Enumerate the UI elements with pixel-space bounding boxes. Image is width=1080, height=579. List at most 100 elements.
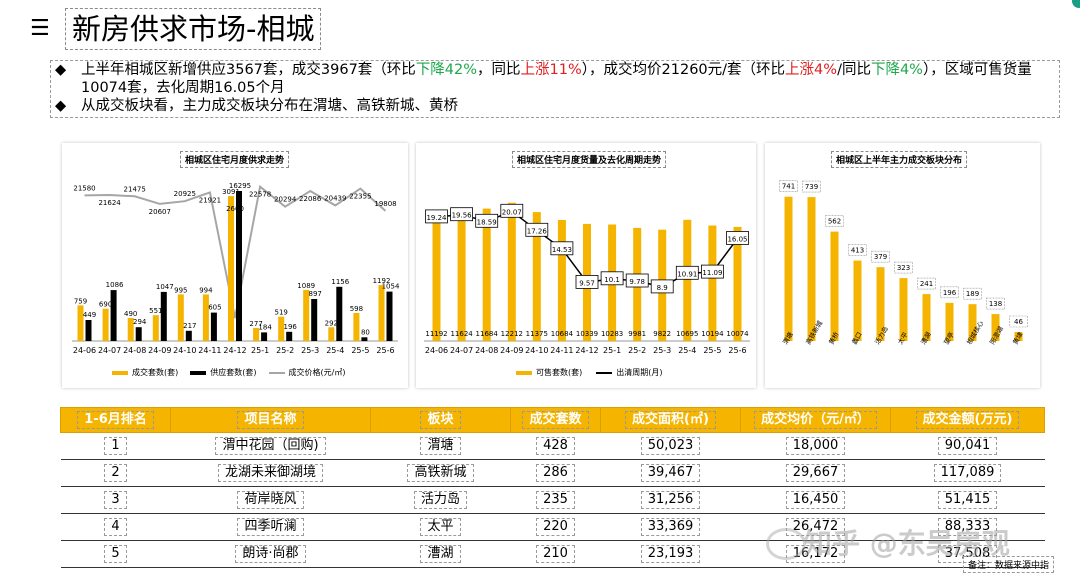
table-cell: 3 xyxy=(60,486,171,514)
x-tick-label: 24-07 xyxy=(98,346,121,355)
supply-bar xyxy=(236,191,242,341)
price-data-label: 21624 xyxy=(98,199,121,207)
summary-box: ◆ 上半年相城区新增供应3567套，成交3967套（环比下降42%，同比上涨11… xyxy=(50,60,1060,118)
price-data-label: 21475 xyxy=(124,185,146,193)
district-data-label: 241 xyxy=(920,280,933,288)
cycle-data-label: 10.91 xyxy=(677,270,697,278)
inventory-data-label: 11624 xyxy=(450,330,473,338)
sales-bar xyxy=(303,290,310,341)
table-cell: 33,369 xyxy=(600,513,741,541)
cycle-data-label: 10.1 xyxy=(604,276,620,284)
district-data-label: 562 xyxy=(828,218,841,226)
source-note: 备注：数据来源中指 xyxy=(962,556,1054,573)
district-bar xyxy=(899,278,908,341)
legend-label: 成交价格(元/㎡) xyxy=(288,368,346,377)
table-cell: 88,333 xyxy=(890,513,1045,541)
table-cell: 210 xyxy=(510,540,601,568)
district-label-box xyxy=(940,286,959,299)
inventory-data-label: 10074 xyxy=(726,330,749,338)
table-cell: 220 xyxy=(510,513,601,541)
cycle-label-box xyxy=(575,274,599,289)
district-label-box xyxy=(848,244,867,256)
table-cell: 4 xyxy=(60,513,171,541)
chart-legend: 可售套数(套) 出清周期(月) xyxy=(516,367,663,378)
x-tick-label: 24-09 xyxy=(500,346,523,355)
inventory-data-label: 12212 xyxy=(501,330,523,338)
x-tick-label: 24-06 xyxy=(425,346,448,355)
legend-label: 成交套数(套) xyxy=(132,368,179,377)
sales-data-label: 994 xyxy=(199,286,213,294)
table-cell: 太平 xyxy=(370,513,511,541)
district-data-label: 741 xyxy=(782,183,795,191)
sales-data-label: 995 xyxy=(174,286,187,294)
x-tick-label: 24-07 xyxy=(450,346,473,355)
district-bar xyxy=(876,267,885,341)
district-label-box xyxy=(871,250,890,263)
inventory-bar xyxy=(557,220,566,341)
table-row: 2 龙湖未来御湖境 高铁新城 286 39,467 29,667 117,089 xyxy=(60,459,1045,487)
supply-bar xyxy=(386,291,393,341)
cycle-label-box xyxy=(500,203,524,218)
inventory-data-label: 10283 xyxy=(601,330,623,338)
table-header-cell: 板块 xyxy=(370,407,511,433)
cycle-label-box xyxy=(650,279,674,294)
table-header-cell: 成交面积(㎡) xyxy=(600,407,741,433)
sales-bar xyxy=(253,328,260,341)
cycle-label-box xyxy=(550,241,574,256)
x-tick-label: 渭塘 xyxy=(780,330,795,346)
sales-bar xyxy=(177,294,184,341)
table-row: 5 朗诗·尚郡 漕湖 210 23,193 16,172 37,508 xyxy=(60,540,1045,568)
sales-data-label: 598 xyxy=(350,305,363,313)
x-tick-label: 24-12 xyxy=(575,346,598,355)
district-label-box xyxy=(894,261,913,274)
inventory-bar xyxy=(507,202,516,341)
price-data-label: 21580 xyxy=(73,184,95,192)
district-bar xyxy=(922,294,931,341)
supply-data-label: 897 xyxy=(309,290,322,298)
inventory-data-label: 9822 xyxy=(653,330,671,338)
district-data-label: 323 xyxy=(897,264,910,272)
table-header-cell: 项目名称 xyxy=(170,407,371,433)
supply-bar xyxy=(160,291,167,341)
cycle-data-label: 14.53 xyxy=(552,246,572,254)
table-cell: 117,089 xyxy=(890,459,1045,487)
district-data-label: 413 xyxy=(851,247,864,255)
district-data-label: 138 xyxy=(989,300,1002,308)
hamburger-menu-icon[interactable]: ☰ xyxy=(30,16,50,41)
legend-label: 出清周期(月) xyxy=(616,368,663,377)
x-tick-label: 活力岛 xyxy=(872,325,890,346)
district-label-box xyxy=(986,297,1005,310)
table-header-cell: 成交套数 xyxy=(510,407,601,433)
inventory-bar xyxy=(457,209,466,341)
price-data-label: 20294 xyxy=(274,196,297,204)
table-cell: 428 xyxy=(510,432,601,460)
page-title: 新房供求市场-相城 xyxy=(65,8,322,50)
supply-data-label: 605 xyxy=(208,304,221,312)
sales-data-label: 759 xyxy=(74,297,87,305)
inventory-bar xyxy=(432,214,441,341)
district-distribution-chart-panel: 相城区上半年主力成交板块分布 741 渭塘 739 高铁新城 562 黄桥 413 蠡口 379… xyxy=(765,143,1040,388)
x-tick-label: 24-08 xyxy=(123,346,146,355)
x-tick-label: 24-10 xyxy=(173,346,196,355)
district-data-label: 46 xyxy=(1014,318,1023,326)
district-data-label: 739 xyxy=(805,183,818,191)
table-cell: 1 xyxy=(60,432,171,460)
table-cell: 16,450 xyxy=(740,486,891,514)
cycle-label-box xyxy=(600,271,624,286)
chart-title: 相城区住宅月度货量及去化周期走势 xyxy=(512,151,667,168)
x-tick-label: 25-6 xyxy=(728,346,746,355)
summary-line-1: ◆ 上半年相城区新增供应3567套，成交3967套（环比下降42%，同比上涨11… xyxy=(55,61,1055,97)
price-data-label: 2660 xyxy=(226,205,244,213)
table-header-row: 1-6月排名 项目名称 板块 成交套数 成交面积(㎡) 成交均价（元/㎡） 成交… xyxy=(60,407,1045,433)
inventory-bar xyxy=(683,219,692,341)
x-tick-label: 24-08 xyxy=(475,346,498,355)
cycle-data-label: 16.05 xyxy=(727,236,747,244)
summary-line-2: ◆ 从成交板块看，主力成交板块分布在渭塘、高铁新城、黄桥 xyxy=(55,97,1055,115)
supply-bar xyxy=(311,299,318,341)
sales-data-label: 292 xyxy=(325,319,338,327)
sales-data-label: 1089 xyxy=(297,282,315,290)
cycle-data-label: 19.24 xyxy=(426,214,447,222)
sales-data-label: 490 xyxy=(124,310,137,318)
table-cell: 39,467 xyxy=(600,459,741,487)
